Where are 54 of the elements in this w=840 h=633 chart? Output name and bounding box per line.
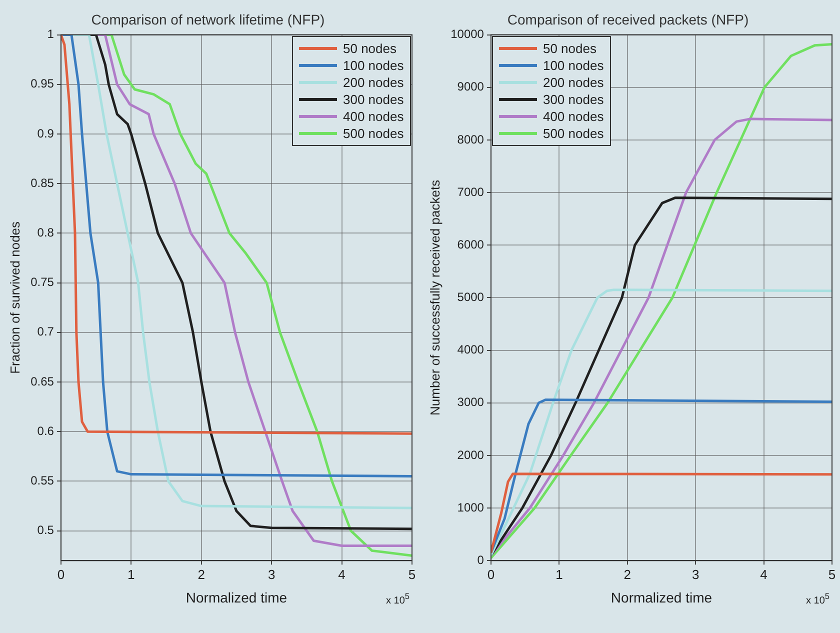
legend-label: 500 nodes xyxy=(542,126,604,141)
x-axis-title: Normalized time xyxy=(186,589,288,606)
y-tick-label: 0.5 xyxy=(37,523,54,538)
y-tick-label: 9000 xyxy=(457,80,484,94)
x-axis-title: Normalized time xyxy=(610,589,712,606)
legend-label: 400 nodes xyxy=(542,108,604,124)
y-tick-label: 1 xyxy=(47,27,54,42)
y-tick-label: 4000 xyxy=(457,342,484,357)
chart-title: Comparison of network lifetime (NFP) xyxy=(91,11,325,28)
legend-label: 300 nodes xyxy=(343,92,404,107)
x-tick-label: 5 xyxy=(408,566,416,582)
legend-label: 300 nodes xyxy=(542,92,604,107)
x-tick-label: 3 xyxy=(268,566,276,582)
y-axis-title: Fraction of survived nodes xyxy=(7,220,22,374)
y-tick-label: 3000 xyxy=(457,395,484,410)
x-tick-label: 5 xyxy=(828,566,836,582)
text: x 10$^{5}$ xyxy=(806,590,830,606)
y-tick-label: 0.9 xyxy=(37,126,54,140)
legend-label: 400 nodes xyxy=(343,108,404,124)
y-tick-label: 2000 xyxy=(457,448,484,462)
y-axis-title: Number of successfully received packets xyxy=(427,179,442,416)
chart-title: Comparison of received packets (NFP) xyxy=(507,11,749,28)
y-tick-label: 1000 xyxy=(457,500,484,514)
y-tick-label: 10000 xyxy=(450,27,484,42)
legend-label: 200 nodes xyxy=(343,74,404,90)
x-tick-label: 0 xyxy=(57,566,65,582)
y-tick-label: 0.7 xyxy=(37,324,54,339)
y-tick-label: 7000 xyxy=(457,184,484,199)
x-tick-label: 2 xyxy=(198,566,205,582)
y-tick-label: 5000 xyxy=(457,290,484,304)
y-tick-label: 0.65 xyxy=(30,374,54,388)
x-tick-label: 0 xyxy=(487,566,495,582)
y-tick-label: 0 xyxy=(477,552,484,567)
text: x 10$^{5}$ xyxy=(386,590,410,606)
y-tick-label: 0.95 xyxy=(30,76,54,91)
legend-label: 500 nodes xyxy=(343,126,404,141)
y-tick-label: 0.85 xyxy=(30,176,54,190)
x-tick-label: 1 xyxy=(556,566,563,582)
legend-label: 200 nodes xyxy=(542,74,604,90)
x-tick-label: 4 xyxy=(338,566,346,582)
y-tick-label: 6000 xyxy=(457,237,484,252)
y-tick-label: 0.8 xyxy=(37,226,54,240)
legend-label: 100 nodes xyxy=(343,58,404,73)
x-tick-label: 2 xyxy=(624,566,631,582)
x-tick-label: 3 xyxy=(692,566,700,582)
y-tick-label: 0.75 xyxy=(30,275,54,290)
y-tick-label: 8000 xyxy=(457,132,484,146)
x-tick-label: 4 xyxy=(760,566,768,582)
y-tick-label: 0.55 xyxy=(30,474,54,488)
y-tick-label: 0.6 xyxy=(37,424,54,438)
x-tick-label: 1 xyxy=(128,566,135,582)
legend-label: 50 nodes xyxy=(542,40,596,56)
legend-label: 100 nodes xyxy=(542,58,604,73)
legend-label: 50 nodes xyxy=(343,40,396,56)
